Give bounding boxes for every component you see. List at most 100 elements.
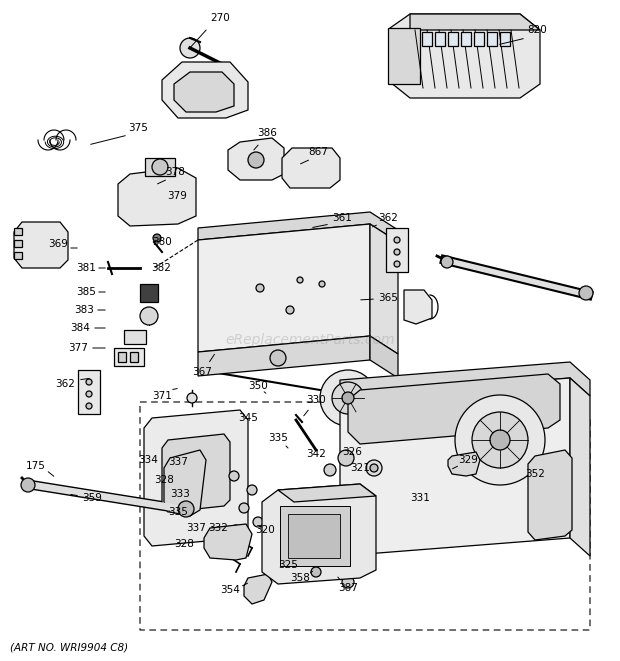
Text: 337: 337 (168, 457, 188, 467)
Text: 369: 369 (48, 239, 68, 249)
Polygon shape (118, 168, 196, 226)
Text: 334: 334 (138, 455, 158, 465)
Text: 270: 270 (210, 13, 230, 23)
Bar (145, 158, 175, 176)
Text: 320: 320 (255, 525, 275, 535)
Bar (288, 514, 340, 558)
Text: 335: 335 (268, 433, 288, 443)
Text: 867: 867 (308, 147, 328, 157)
Text: 331: 331 (410, 493, 430, 503)
Text: 359: 359 (82, 493, 102, 503)
Bar (118, 352, 126, 362)
Circle shape (229, 471, 239, 481)
Polygon shape (14, 222, 68, 268)
Circle shape (86, 391, 92, 397)
Text: 365: 365 (378, 293, 398, 303)
Circle shape (455, 395, 545, 485)
Bar (474, 32, 484, 46)
Text: 384: 384 (70, 323, 90, 333)
Circle shape (256, 284, 264, 292)
Bar (500, 32, 510, 46)
Text: 386: 386 (257, 128, 277, 138)
Bar (448, 32, 458, 46)
Polygon shape (262, 484, 376, 584)
Polygon shape (228, 138, 284, 180)
Polygon shape (198, 224, 370, 352)
Circle shape (187, 393, 197, 403)
Bar (422, 32, 432, 46)
Bar (487, 32, 497, 46)
Text: 382: 382 (151, 263, 171, 273)
Text: 377: 377 (68, 343, 88, 353)
Circle shape (319, 281, 325, 287)
Text: 337: 337 (186, 523, 206, 533)
Polygon shape (348, 374, 560, 444)
Polygon shape (282, 148, 340, 188)
Circle shape (270, 350, 286, 366)
Text: 385: 385 (76, 287, 96, 297)
Circle shape (248, 152, 264, 168)
Polygon shape (278, 484, 376, 502)
Circle shape (231, 525, 241, 535)
Polygon shape (244, 574, 272, 604)
Text: 375: 375 (128, 123, 148, 133)
Bar (461, 32, 471, 46)
Polygon shape (570, 378, 590, 556)
Polygon shape (204, 524, 252, 560)
Text: 350: 350 (248, 381, 268, 391)
Text: 321: 321 (350, 463, 370, 473)
Circle shape (253, 517, 263, 527)
Text: 387: 387 (338, 583, 358, 593)
Polygon shape (144, 410, 248, 546)
Text: 381: 381 (76, 263, 96, 273)
Circle shape (394, 249, 400, 255)
Circle shape (153, 234, 161, 242)
Circle shape (311, 567, 321, 577)
Text: 332: 332 (208, 523, 228, 533)
Bar (14, 228, 22, 235)
Polygon shape (410, 14, 540, 30)
Circle shape (441, 256, 453, 268)
Circle shape (320, 370, 376, 426)
Text: 383: 383 (74, 305, 94, 315)
Text: 175: 175 (26, 461, 46, 471)
Polygon shape (448, 452, 480, 476)
Circle shape (338, 450, 354, 466)
Polygon shape (370, 224, 398, 354)
Text: 326: 326 (342, 447, 362, 457)
Text: 820: 820 (527, 25, 547, 35)
Polygon shape (388, 28, 420, 84)
Circle shape (342, 392, 354, 404)
Polygon shape (198, 212, 398, 242)
Text: 354: 354 (220, 585, 240, 595)
Bar (435, 32, 445, 46)
Circle shape (21, 478, 35, 492)
Circle shape (86, 403, 92, 409)
Circle shape (332, 382, 364, 414)
Polygon shape (162, 434, 230, 512)
Text: 352: 352 (525, 469, 545, 479)
Circle shape (247, 485, 257, 495)
Bar (114, 348, 144, 366)
Text: eReplacementParts.com: eReplacementParts.com (225, 333, 395, 347)
Text: 367: 367 (192, 367, 212, 377)
Circle shape (324, 464, 336, 476)
Text: 333: 333 (170, 489, 190, 499)
Circle shape (394, 261, 400, 267)
Polygon shape (528, 450, 572, 540)
Circle shape (180, 38, 200, 58)
Bar (14, 252, 22, 259)
Bar (386, 228, 408, 272)
Circle shape (297, 277, 303, 283)
Circle shape (579, 286, 593, 300)
Text: 329: 329 (458, 455, 478, 465)
Circle shape (342, 576, 354, 588)
Polygon shape (340, 378, 570, 556)
Circle shape (366, 460, 382, 476)
Text: 342: 342 (306, 449, 326, 459)
Text: 330: 330 (306, 395, 326, 405)
Polygon shape (198, 336, 370, 376)
Circle shape (370, 464, 378, 472)
Text: (ART NO. WRI9904 C8): (ART NO. WRI9904 C8) (10, 643, 128, 653)
Polygon shape (370, 336, 398, 378)
